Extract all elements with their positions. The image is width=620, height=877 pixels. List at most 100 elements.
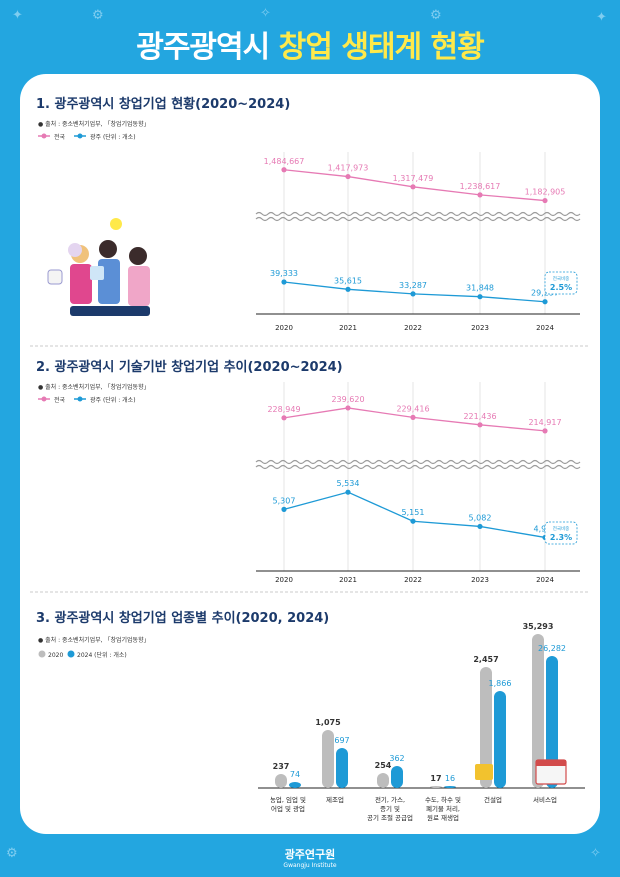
chart2-data-point	[477, 523, 483, 530]
gear-icon: ⚙	[430, 8, 442, 23]
excavator-icon	[475, 764, 493, 780]
chart1-callout-label: 전국비중	[553, 275, 570, 282]
chart1-x-tick-label: 2021	[339, 324, 357, 332]
chart2-source: ● 출처 : 중소벤처기업부, 「창업기업동향」	[38, 383, 150, 391]
chart1-data-point	[281, 167, 287, 173]
chart2-legend-marker-2	[77, 396, 83, 402]
page-title: 광주광역시 창업 생태계 현황	[0, 22, 620, 66]
chart2-data-label: 5,151	[402, 508, 425, 517]
chart1-x-tick-label: 2024	[536, 324, 554, 332]
chart3-bar-2020	[275, 774, 287, 788]
lightbulb-icon: ✧	[260, 6, 271, 21]
illustration-chart-icon	[68, 243, 82, 257]
illustration-document-icon	[47, 269, 63, 285]
chart1-legend-marker-2	[77, 133, 83, 139]
chart2-x-tick-label: 2023	[471, 576, 489, 584]
chart1-x-tick-label: 2022	[404, 324, 422, 332]
footer-english-name: Gwangju Institute	[283, 862, 337, 869]
chart1-data-label: 1,317,479	[393, 174, 434, 183]
chart1-x-tick-label: 2023	[471, 324, 489, 332]
charts-canvas: 1. 광주광역시 창업기업 현황(2020~2024) ● 출처 : 중소벤처기업…	[30, 96, 590, 822]
chart1-data-point	[281, 279, 287, 285]
chart3-data-label: 697	[334, 736, 349, 745]
chart3-category-label: 제조업	[326, 796, 344, 804]
chart2-data-label: 228,949	[267, 405, 300, 414]
footer-name: 광주연구원	[284, 848, 336, 861]
chart2-data-label: 229,416	[396, 404, 429, 413]
chart1-data-point	[410, 184, 416, 190]
chart1-data-point	[542, 299, 548, 305]
shop-awning	[536, 760, 566, 766]
chart3-category-label: 건설업	[484, 795, 502, 804]
chart2-data-label: 214,917	[528, 418, 561, 427]
chart3-legend-marker-1	[38, 650, 46, 658]
lightbulb-icon: ✦	[596, 10, 607, 25]
chart3-category-label: 전기, 가스,	[375, 795, 405, 804]
chart1-data-label: 31,848	[466, 284, 494, 293]
lightbulb-icon: ✦	[12, 8, 23, 23]
illustration-person-head	[129, 247, 147, 265]
chart2-axis-break	[255, 464, 581, 470]
chart1-data-point	[542, 197, 548, 204]
chart3-bar-2020	[480, 667, 492, 788]
chart1-callout-box	[544, 271, 578, 295]
chart1-legend-marker-1	[41, 133, 47, 139]
chart3-data-label: 35,293	[523, 622, 554, 631]
chart2-data-point	[281, 506, 287, 512]
chart3-data-label: 254	[375, 761, 392, 770]
chart2-data-point	[281, 415, 287, 421]
chart1-data-label: 39,333	[270, 269, 298, 278]
chart1-data-label: 29,297	[531, 289, 559, 298]
chart3-data-label: 1,075	[315, 718, 341, 727]
chart3-bar-2020	[430, 786, 442, 788]
chart1-data-label: 1,417,973	[328, 164, 369, 173]
chart3-legend-label-1: 2020	[48, 652, 63, 659]
chart2-data-point	[345, 489, 351, 495]
chart1-data-point	[410, 291, 416, 297]
chart2-callout-label: 전국비중	[553, 525, 570, 532]
chart3-category-label: 서비스업	[533, 795, 557, 804]
chart3-legend-marker-2	[67, 650, 75, 658]
chart3-category-label: 폐기물 처리,	[426, 804, 460, 813]
illustration-person-body	[70, 264, 92, 304]
chart2-data-point	[410, 518, 416, 524]
chart1-legend-label-1: 전국	[54, 133, 66, 141]
chart2-data-point	[477, 422, 483, 428]
chart3-data-label: 1,866	[489, 679, 512, 688]
chart3-data-label: 74	[290, 770, 300, 779]
chart3-bar-2024	[546, 656, 558, 788]
chart1-data-label: 1,182,905	[525, 188, 566, 197]
chart2-x-tick-label: 2022	[404, 576, 422, 584]
chart1-axis-break	[255, 216, 581, 222]
chart1-legend-label-2: 광주 (단위 : 개소)	[90, 133, 136, 141]
chart3-data-label: 237	[273, 762, 290, 771]
chart2-legend-label-1: 전국	[54, 396, 66, 404]
chart3-bar-2024	[494, 691, 506, 788]
chart2-legend-label-2: 광주 (단위 : 개소)	[90, 396, 136, 404]
chart1-data-point	[477, 192, 483, 198]
chart3-bar-2024	[391, 766, 403, 788]
title-main: 광주광역시	[136, 30, 270, 65]
chart2-title: 2. 광주광역시 기술기반 창업기업 추이(2020~2024)	[36, 359, 343, 375]
illustration-person-body	[128, 266, 150, 306]
chart1-data-label: 1,238,617	[460, 182, 501, 191]
chart3-category-label: 원료 재생업	[427, 813, 459, 822]
chart1-source: ● 출처 : 중소벤처기업부, 「창업기업동향」	[38, 120, 150, 128]
chart2-data-point	[410, 414, 416, 420]
chart1-data-label: 33,287	[399, 281, 427, 290]
chart3-bar-2020	[532, 634, 544, 788]
illustration-lightbulb-icon	[110, 218, 122, 230]
chart1-axis-break	[255, 211, 581, 217]
illustration-screen-icon	[90, 266, 104, 280]
illustration-person-body	[98, 259, 120, 304]
chart1-data-label: 35,615	[334, 276, 362, 285]
chart2-data-label: 221,436	[463, 412, 496, 421]
chart2-x-tick-label: 2021	[339, 576, 357, 584]
chart2-legend-marker-1	[41, 396, 47, 402]
chart2-data-label: 5,307	[273, 496, 296, 505]
chart3-category-label: 공기 조절 공급업	[367, 813, 413, 822]
chart3-bar-2020	[377, 773, 389, 788]
chart3-bar-2024	[444, 786, 456, 788]
chart3-source: ● 출처 : 중소벤처기업부, 「창업기업동향」	[38, 636, 150, 644]
chart2-callout-box	[544, 521, 578, 545]
